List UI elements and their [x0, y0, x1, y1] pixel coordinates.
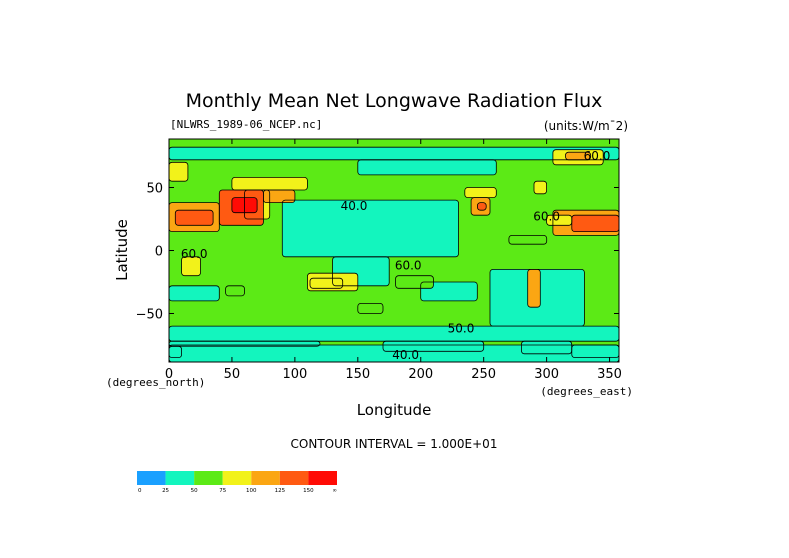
colorbar-label: 125	[275, 488, 286, 494]
heatmap-cell	[395, 275, 434, 289]
x-tick-label: 300	[534, 367, 559, 382]
units-label: (units:W/m¯2)	[544, 119, 628, 133]
heatmap-cell	[571, 215, 619, 232]
contour-line	[382, 340, 485, 352]
colorbar-swatch	[251, 471, 280, 485]
y-axis-ticks: 50 0 −50	[136, 182, 619, 322]
contour-line	[307, 272, 359, 292]
plot-area: 40.0 60.0 60.0 50.0 60.0 60.0 40.0	[168, 138, 620, 363]
contour-line	[309, 277, 344, 289]
colorbar-label: 150	[303, 488, 314, 494]
y-tick-label: 50	[146, 182, 163, 197]
x-axis-ticks: 0 50 100 150 200 250 300 350	[165, 139, 622, 382]
x-tick-label: 150	[345, 367, 370, 382]
heatmap-cell	[565, 152, 591, 160]
colorbar-label: 100	[246, 488, 257, 494]
colorbar-swatch	[165, 471, 195, 485]
contour-line	[527, 268, 541, 308]
y-tick-label: −50	[136, 307, 163, 322]
contour-labels: 40.0 60.0 60.0 50.0 60.0 60.0 40.0	[181, 149, 611, 362]
contour-line	[565, 151, 592, 161]
heatmap-cell	[464, 187, 497, 198]
heatmap-cell	[169, 346, 182, 358]
heatmap-cell	[534, 181, 547, 194]
contour-label: 60.0	[533, 209, 560, 223]
heatmap-cell	[357, 303, 383, 314]
contour-line	[181, 256, 201, 277]
y-axis-label: Latitude	[113, 219, 131, 281]
colorbar: 0 25 50 75 100 125 150 ∞	[137, 471, 337, 494]
heatmap-cell	[508, 235, 547, 245]
heatmap-cell	[169, 162, 188, 182]
heatmap-cell	[527, 269, 541, 308]
colorbar-label: 75	[219, 488, 226, 494]
heatmap-cell	[420, 282, 478, 301]
heatmap-cell	[263, 190, 295, 203]
x-tick-label: 350	[597, 367, 622, 382]
colorbar-swatch	[137, 471, 166, 485]
contour-label: 50.0	[448, 321, 475, 335]
contour-line	[218, 189, 264, 226]
contour-line	[174, 209, 214, 226]
contour-line	[357, 302, 384, 314]
heatmap-cell	[282, 200, 459, 257]
colorbar-label: 50	[191, 488, 198, 494]
heatmap-cell	[175, 210, 214, 226]
contour-line	[533, 180, 548, 195]
contour-label: 60.0	[395, 258, 422, 272]
colorbar-swatch	[222, 471, 252, 485]
heatmap-cell	[231, 177, 308, 190]
contour-label: 40.0	[341, 199, 368, 213]
x-tick-label: 50	[224, 367, 241, 382]
contour-line	[508, 234, 548, 245]
contour-interval-label: CONTOUR INTERVAL = 1.000E+01	[291, 437, 498, 451]
x-tick-label: 0	[165, 367, 173, 382]
heatmap-cell	[181, 256, 201, 276]
heatmap-cell	[169, 147, 619, 160]
contour-line	[546, 214, 573, 226]
colorbar-label: 0	[138, 488, 142, 494]
y-tick-label: 0	[155, 245, 163, 260]
contour-line	[395, 275, 434, 289]
contour-label: 60.0	[181, 247, 208, 261]
heatmap-cell	[571, 345, 619, 358]
heatmap-cell	[310, 278, 343, 289]
contour-line	[420, 281, 478, 302]
heatmap-cell	[169, 345, 619, 362]
x-tick-label: 100	[282, 367, 307, 382]
colorbar-swatch	[194, 471, 223, 485]
contour-line	[476, 202, 487, 211]
heatmap-cell	[383, 341, 484, 352]
heatmap-cell	[169, 326, 619, 342]
x-tick-label: 200	[408, 367, 433, 382]
contour-line	[552, 149, 604, 166]
heatmap-cells	[169, 139, 619, 362]
contour-line	[357, 159, 497, 176]
chart-title: Monthly Mean Net Longwave Radiation Flux	[186, 90, 603, 112]
colorbar-swatch	[279, 471, 309, 485]
source-label: [NLWRS_1989-06_NCEP.nc]	[170, 118, 322, 131]
contour-line	[225, 285, 245, 297]
colorbar-swatch	[308, 471, 337, 485]
x-tick-label: 250	[471, 367, 496, 382]
heatmap-cell	[169, 285, 220, 301]
contour-line	[332, 256, 390, 287]
x-unit-label: (degrees_east)	[540, 385, 633, 398]
contour-line	[262, 189, 296, 204]
heatmap-cell	[357, 159, 497, 175]
x-axis-label: Longitude	[357, 401, 432, 419]
colorbar-label: ∞	[332, 488, 337, 494]
contour-label: 60.0	[584, 149, 611, 163]
colorbar-label: 25	[162, 488, 169, 494]
heatmap-cell	[477, 202, 487, 211]
contour-line	[231, 197, 258, 214]
contour-line	[464, 187, 497, 199]
heatmap-cell	[521, 341, 572, 354]
heatmap-cell	[225, 285, 245, 296]
heatmap-cell	[169, 341, 320, 347]
y-unit-label: (degrees_north)	[106, 376, 205, 389]
contour-label: 40.0	[392, 348, 419, 362]
